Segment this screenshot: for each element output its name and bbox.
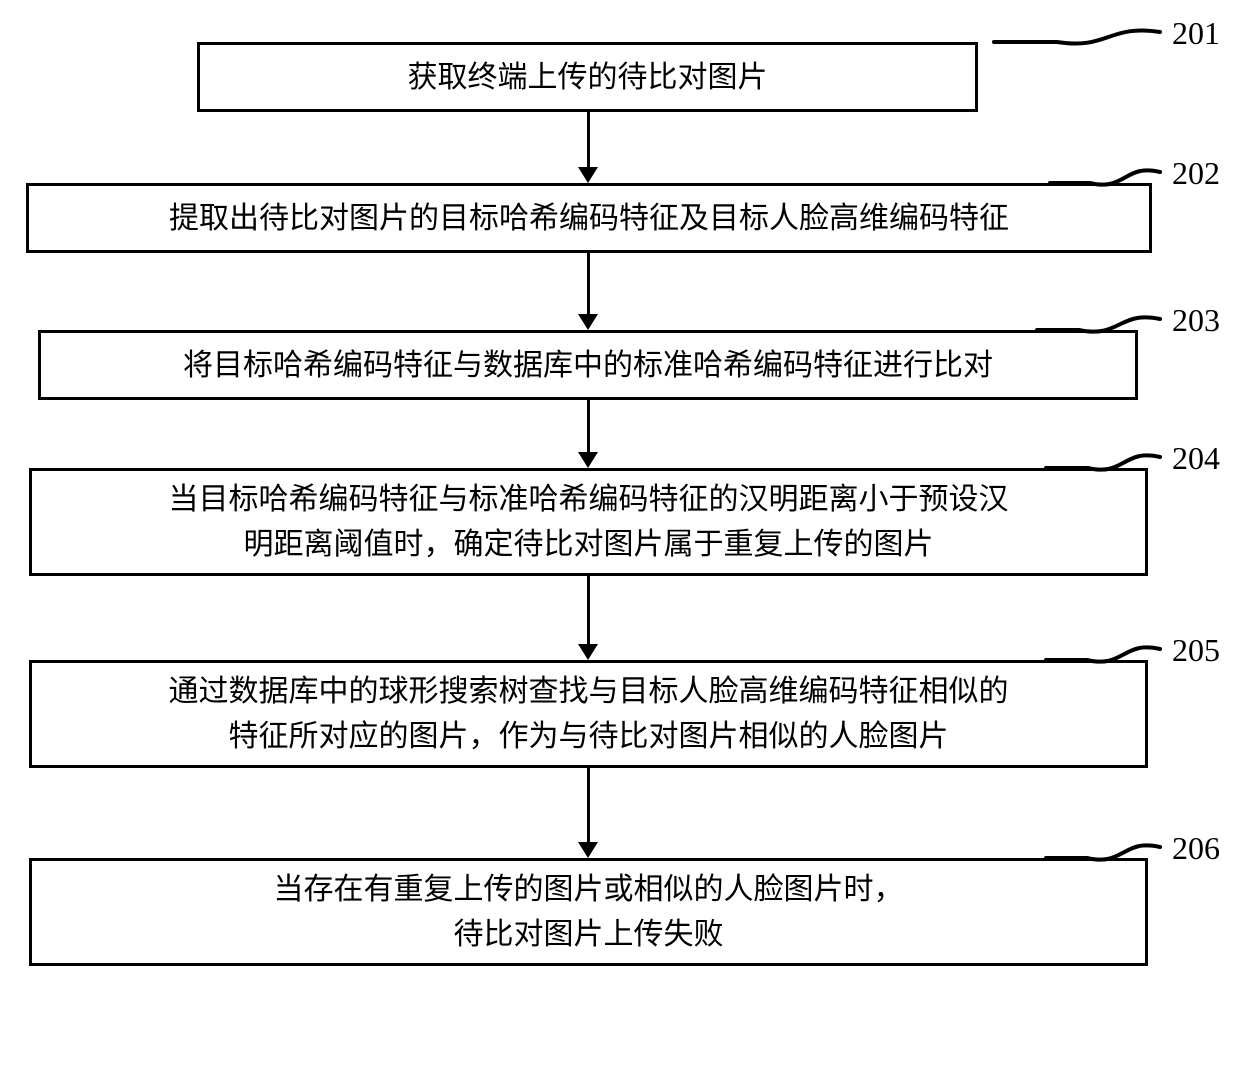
step-label-203: 203	[1172, 302, 1220, 339]
flow-step-text-b5: 通过数据库中的球形搜索树查找与目标人脸高维编码特征相似的 特征所对应的图片，作为…	[169, 669, 1009, 759]
flow-step-b4: 当目标哈希编码特征与标准哈希编码特征的汉明距离小于预设汉 明距离阈值时，确定待比…	[29, 468, 1148, 576]
step-label-201: 201	[1172, 15, 1220, 52]
flow-step-text-b2: 提取出待比对图片的目标哈希编码特征及目标人脸高维编码特征	[169, 196, 1009, 241]
step-label-205: 205	[1172, 632, 1220, 669]
flow-step-b6: 当存在有重复上传的图片或相似的人脸图片时， 待比对图片上传失败	[29, 858, 1148, 966]
arrow-head-2	[578, 314, 598, 330]
arrow-head-1	[578, 167, 598, 183]
connector-202	[1046, 164, 1164, 191]
flow-step-text-b6: 当存在有重复上传的图片或相似的人脸图片时， 待比对图片上传失败	[274, 867, 904, 957]
arrow-line-2	[587, 253, 590, 316]
arrow-head-5	[578, 842, 598, 858]
connector-203	[1033, 311, 1164, 338]
flow-step-b2: 提取出待比对图片的目标哈希编码特征及目标人脸高维编码特征	[26, 183, 1152, 253]
arrow-head-4	[578, 644, 598, 660]
arrow-line-1	[587, 112, 590, 169]
step-label-204: 204	[1172, 440, 1220, 477]
arrow-line-5	[587, 768, 590, 844]
step-label-202: 202	[1172, 155, 1220, 192]
flow-step-text-b1: 获取终端上传的待比对图片	[408, 55, 768, 100]
connector-201	[990, 24, 1164, 50]
flow-step-text-b3: 将目标哈希编码特征与数据库中的标准哈希编码特征进行比对	[183, 343, 993, 388]
connector-205	[1042, 641, 1164, 668]
arrow-line-4	[587, 576, 590, 646]
flow-step-b5: 通过数据库中的球形搜索树查找与目标人脸高维编码特征相似的 特征所对应的图片，作为…	[29, 660, 1148, 768]
connector-206	[1042, 839, 1164, 866]
connector-204	[1042, 449, 1164, 476]
step-label-206: 206	[1172, 830, 1220, 867]
flow-step-text-b4: 当目标哈希编码特征与标准哈希编码特征的汉明距离小于预设汉 明距离阈值时，确定待比…	[169, 477, 1009, 567]
flow-step-b3: 将目标哈希编码特征与数据库中的标准哈希编码特征进行比对	[38, 330, 1138, 400]
arrow-line-3	[587, 400, 590, 454]
arrow-head-3	[578, 452, 598, 468]
flow-step-b1: 获取终端上传的待比对图片	[197, 42, 978, 112]
